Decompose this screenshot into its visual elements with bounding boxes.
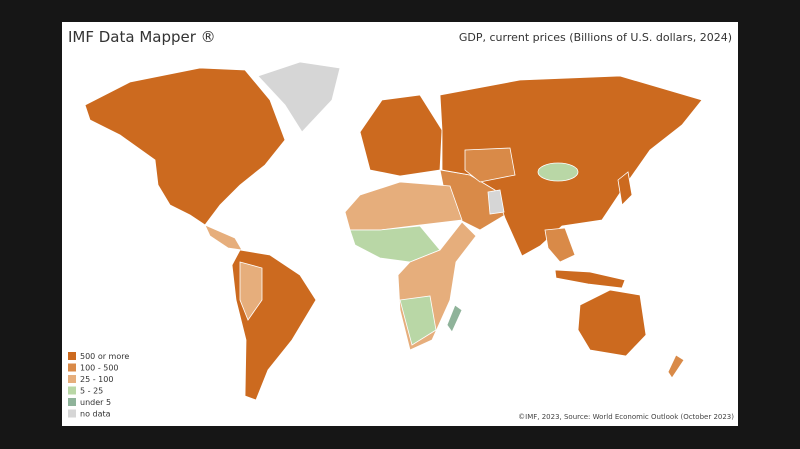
north-america [84, 67, 286, 226]
central-asia [464, 147, 516, 183]
legend-swatch [68, 352, 76, 360]
title: IMF Data Mapper ® [68, 28, 216, 46]
mongolia [537, 162, 579, 182]
new-zealand [667, 354, 685, 379]
no-data-region [487, 189, 505, 215]
legend: 500 or more 100 - 500 25 - 100 5 - 25 under … [68, 352, 129, 419]
world-map [84, 61, 703, 401]
legend-label: 500 or more [80, 352, 129, 361]
source-note: ©IMF, 2023, Source: World Economic Outlo… [518, 413, 734, 421]
north-africa [344, 181, 463, 231]
legend-swatch [68, 409, 76, 418]
greenland [257, 61, 341, 133]
europe [359, 94, 443, 177]
madagascar [446, 304, 463, 333]
southeast-asia [544, 227, 576, 263]
legend-label: under 5 [80, 398, 111, 407]
legend-swatch [68, 363, 76, 372]
andes [239, 261, 263, 321]
subtitle: GDP, current prices (Billions of U.S. do… [459, 31, 732, 44]
japan [617, 171, 633, 206]
southern-africa [399, 295, 437, 346]
legend-swatch [68, 375, 76, 383]
legend-swatch [68, 398, 76, 406]
legend-label: 5 - 25 [80, 387, 103, 396]
legend-label: 100 - 500 [80, 364, 119, 373]
indonesia [554, 269, 626, 289]
legend-label: 25 - 100 [80, 375, 113, 384]
central-america [204, 224, 243, 251]
australia [577, 289, 647, 357]
legend-swatch [68, 386, 76, 395]
legend-label: no data [80, 410, 111, 419]
